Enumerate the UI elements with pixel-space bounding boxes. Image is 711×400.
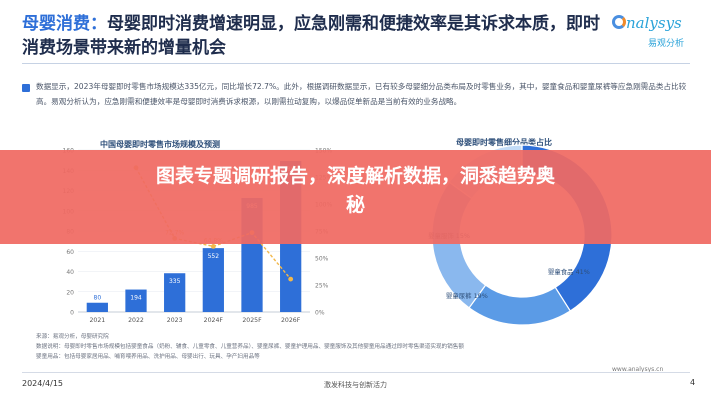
y-tick-label-left: 0 <box>70 310 74 317</box>
bar-value-label: 335 <box>169 278 181 285</box>
bar-2024F <box>202 248 224 312</box>
y-tick-label-left: 20 <box>66 289 74 296</box>
y-tick-label-left: 60 <box>66 249 74 256</box>
growth-rate-point <box>210 243 216 249</box>
bar-value-label: 194 <box>130 295 142 302</box>
bar-2021 <box>86 302 108 312</box>
bar-chart-title: 中国母婴即时零售市场规模及预测 <box>100 140 220 149</box>
footer-divider <box>22 372 690 373</box>
x-tick-label: 2025F <box>242 317 262 324</box>
y-tick-label-right: 0% <box>315 310 325 317</box>
pie-chart-title: 母婴即时零售细分品类占比 <box>456 138 552 147</box>
x-tick-label: 2026F <box>281 317 301 324</box>
logo-swirl-icon <box>612 15 626 29</box>
x-tick-label: 2022 <box>128 317 144 324</box>
y-tick-label-right: 50% <box>315 256 329 263</box>
paragraph-bullet-icon <box>22 84 30 92</box>
footer-website: www.analysys.cn <box>612 366 664 373</box>
analysys-logo: nalysys 易观分析 <box>612 14 702 54</box>
slide-title-text: 母婴即时消费增速明显，应急刚需和便捷效率是其诉求本质，即时消费场景带来新的增量机… <box>22 14 600 58</box>
footer-date: 2024/4/15 <box>22 379 64 388</box>
summary-paragraph: 数据显示，2023年母婴即时零售市场规模达335亿元，同比增长72.7%。此外，… <box>36 82 687 106</box>
bar-value-label: 552 <box>208 253 220 260</box>
promo-banner <box>0 150 711 244</box>
footer-slogan: 激发科技与创新活力 <box>324 381 387 389</box>
promo-banner-text: 图表专题调研报告，深度解析数据，洞悉趋势奥秘 <box>155 165 555 216</box>
page-number: 4 <box>690 378 696 387</box>
x-tick-label: 2023 <box>167 317 183 324</box>
x-tick-label: 2021 <box>89 317 105 324</box>
donut-slice-label: 婴童食品 41% <box>548 267 590 276</box>
bar-2022 <box>125 289 147 312</box>
slide-title-accent: 母婴消费： <box>22 14 107 34</box>
bar-2023 <box>164 273 186 312</box>
note-baby-goods: 婴童用品：包括母婴家居用品、哺育喂养用品、洗护用品、母婴出行、玩具、孕产妇用品等 <box>36 354 260 360</box>
chart-notes: 来源：易观分析，母婴研究院 数据说明：母婴即时零售市场规模包括婴童食品（奶粉、辅… <box>36 332 696 362</box>
y-tick-label-left: 40 <box>66 269 74 276</box>
note-source: 来源：易观分析，母婴研究院 <box>36 334 109 340</box>
slide-title: 母婴消费：母婴即时消费增速明显，应急刚需和便捷效率是其诉求本质，即时消费场景带来… <box>22 12 602 60</box>
y-tick-label-right: 25% <box>315 283 329 290</box>
donut-slice-label: 婴童尿裤 19% <box>446 291 488 300</box>
bar-value-label: 80 <box>94 295 102 302</box>
note-data-description: 数据说明：母婴即时零售市场规模包括婴童食品（奶粉、辅食、儿童零食、儿童营养品）、… <box>36 344 464 350</box>
logo-subtitle: 易观分析 <box>648 39 685 49</box>
logo-brand: nalysys <box>626 14 682 32</box>
title-divider <box>22 63 690 64</box>
growth-rate-point <box>288 276 294 282</box>
x-tick-label: 2024F <box>204 317 224 324</box>
